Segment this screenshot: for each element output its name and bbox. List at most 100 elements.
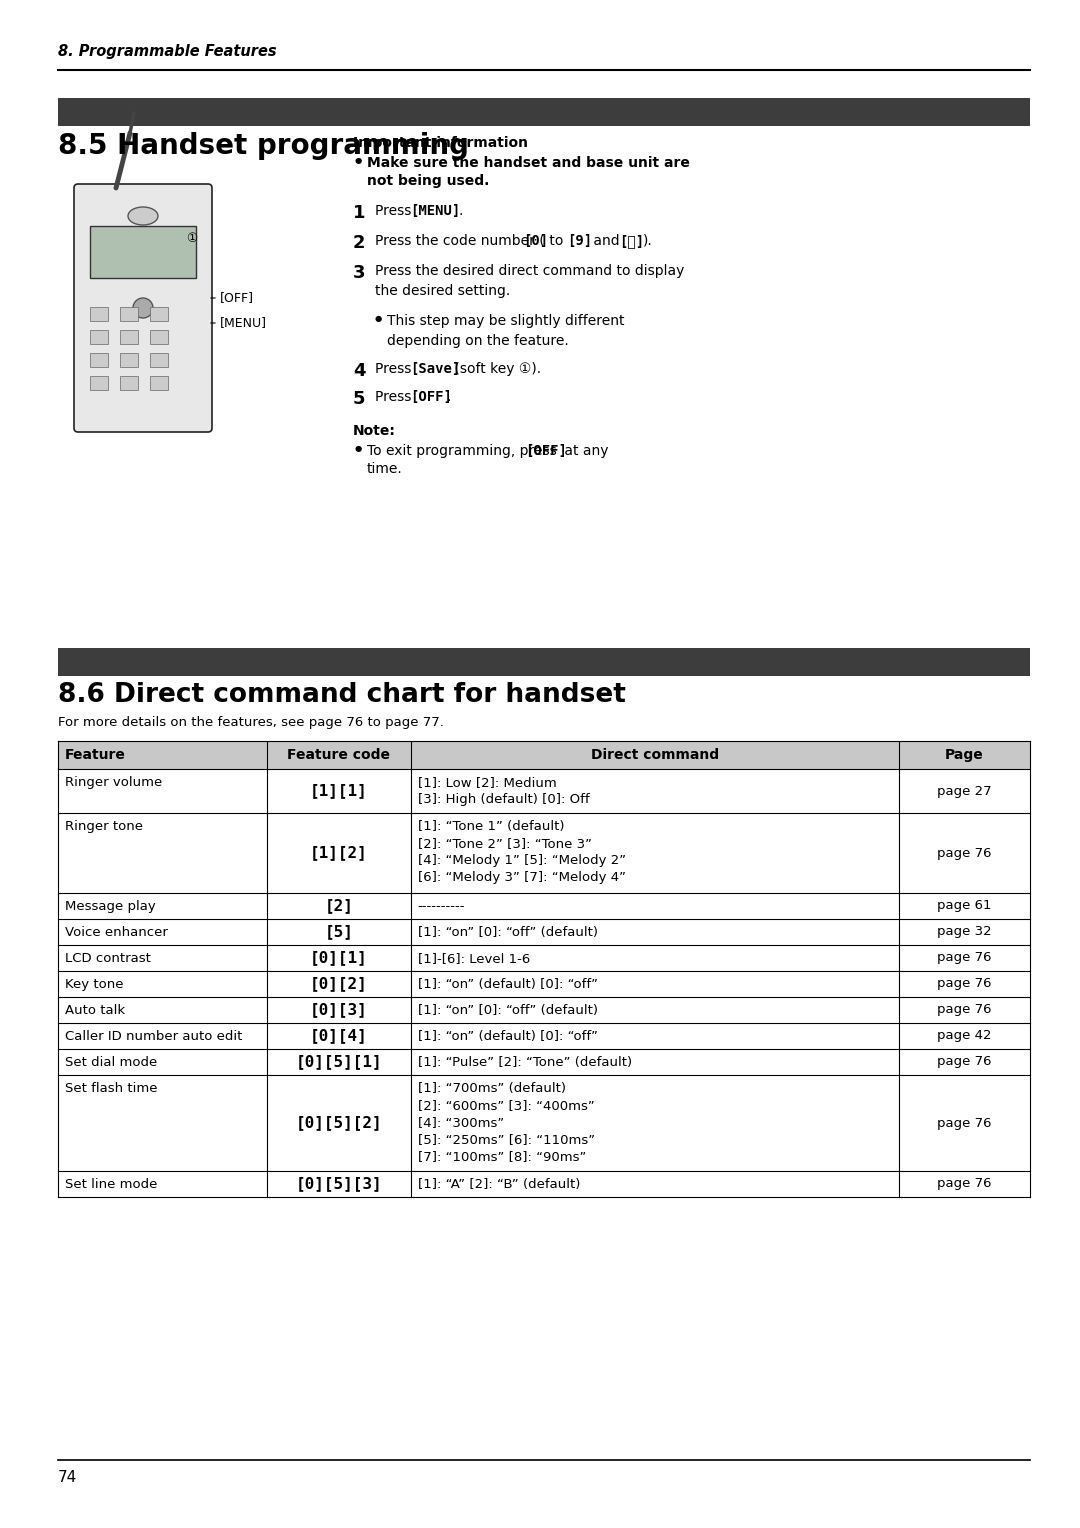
Text: [1]: “Pulse” [2]: “Tone” (default): [1]: “Pulse” [2]: “Tone” (default) [418, 1056, 632, 1070]
Text: page 76: page 76 [937, 978, 991, 990]
Text: ●: ● [375, 313, 382, 322]
Text: page 76: page 76 [937, 1056, 991, 1068]
Text: [OFF]: [OFF] [220, 292, 254, 304]
Text: .: . [447, 390, 451, 403]
Text: Set line mode: Set line mode [65, 1178, 158, 1190]
Text: Auto talk: Auto talk [65, 1004, 125, 1018]
Text: Key tone: Key tone [65, 978, 123, 992]
Bar [120, 307, 138, 321]
Bar [90, 353, 108, 367]
Bar [150, 376, 168, 390]
Text: Press: Press [375, 205, 416, 219]
Text: [MENU]: [MENU] [220, 316, 267, 330]
Text: page 76: page 76 [937, 847, 991, 859]
Text: Press: Press [375, 362, 416, 376]
FancyBboxPatch shape [75, 183, 212, 432]
Text: Caller ID number auto edit: Caller ID number auto edit [65, 1030, 242, 1044]
Bar [150, 330, 168, 344]
Bar [58, 648, 1030, 675]
Bar [120, 353, 138, 367]
Text: [OFF]: [OFF] [410, 390, 451, 403]
Text: [1]: Low [2]: Medium
[3]: High (default) [0]: Off: [1]: Low [2]: Medium [3]: High (default)… [418, 776, 590, 805]
Text: [2]: [2] [324, 898, 353, 914]
Text: Important information: Important information [353, 136, 528, 150]
Text: [0][5][2]: [0][5][2] [296, 1115, 382, 1131]
Text: [Save]: [Save] [410, 362, 460, 376]
Bar [58, 98, 1030, 125]
Bar [90, 376, 108, 390]
Text: 4: 4 [353, 362, 365, 380]
Text: Note:: Note: [353, 423, 396, 439]
Text: [0][5][3]: [0][5][3] [296, 1177, 382, 1192]
Text: [OFF]: [OFF] [525, 445, 567, 458]
Text: page 76: page 76 [937, 1178, 991, 1190]
Text: Feature: Feature [65, 749, 126, 762]
Text: 5: 5 [353, 390, 365, 408]
Circle shape [133, 298, 153, 318]
Text: 3: 3 [353, 264, 365, 283]
Text: page 61: page 61 [937, 900, 991, 912]
Text: .: . [458, 205, 462, 219]
Text: [0][5][1]: [0][5][1] [296, 1054, 382, 1070]
Text: Make sure the handset and base unit are: Make sure the handset and base unit are [367, 156, 690, 170]
Text: Set flash time: Set flash time [65, 1082, 158, 1096]
Text: Press: Press [375, 390, 416, 403]
Text: 1: 1 [353, 205, 365, 222]
Text: (soft key ①).: (soft key ①). [450, 362, 541, 376]
Text: [⌗]: [⌗] [619, 234, 644, 248]
Text: Page: Page [945, 749, 984, 762]
Text: [0][4]: [0][4] [310, 1028, 368, 1044]
Bar [90, 307, 108, 321]
Text: For more details on the features, see page 76 to page 77.: For more details on the features, see pa… [58, 717, 444, 729]
Text: to: to [545, 234, 568, 248]
Text: Message play: Message play [65, 900, 156, 914]
Bar [150, 353, 168, 367]
Text: [0]: [0] [523, 234, 549, 248]
Text: [1][1]: [1][1] [310, 784, 368, 799]
Text: page 76: page 76 [937, 1117, 991, 1129]
Text: ).: ). [643, 234, 652, 248]
Text: 8. Programmable Features: 8. Programmable Features [58, 44, 276, 60]
Text: ●: ● [355, 156, 362, 165]
Bar [120, 376, 138, 390]
Text: Ringer tone: Ringer tone [65, 821, 143, 833]
Text: [1]: “on” [0]: “off” (default): [1]: “on” [0]: “off” (default) [418, 926, 598, 940]
Text: and: and [589, 234, 624, 248]
Text: [1][2]: [1][2] [310, 845, 368, 860]
Text: page 32: page 32 [937, 926, 991, 938]
Text: ①: ① [186, 232, 198, 244]
Text: time.: time. [367, 461, 403, 477]
Bar [120, 330, 138, 344]
Text: LCD contrast: LCD contrast [65, 952, 151, 966]
Ellipse shape [129, 206, 158, 225]
Bar [90, 330, 108, 344]
Text: [1]: “on” (default) [0]: “off”: [1]: “on” (default) [0]: “off” [418, 978, 598, 992]
Text: [1]-[6]: Level 1-6: [1]-[6]: Level 1-6 [418, 952, 530, 966]
Text: Set dial mode: Set dial mode [65, 1056, 158, 1070]
Text: page 27: page 27 [937, 784, 991, 798]
Text: Press the code number (: Press the code number ( [375, 234, 544, 248]
Text: Voice enhancer: Voice enhancer [65, 926, 167, 940]
Text: [MENU]: [MENU] [410, 205, 460, 219]
Text: [1]: “700ms” (default)
[2]: “600ms” [3]: “400ms”
[4]: “300ms”
[5]: “250ms” [6]: : [1]: “700ms” (default) [2]: “600ms” [3]:… [418, 1082, 595, 1163]
Text: 74: 74 [58, 1470, 78, 1485]
Bar [90, 226, 195, 278]
Text: [1]: “on” [0]: “off” (default): [1]: “on” [0]: “off” (default) [418, 1004, 598, 1018]
Text: page 76: page 76 [937, 952, 991, 964]
Text: ●: ● [355, 445, 362, 452]
Text: page 76: page 76 [937, 1004, 991, 1016]
Text: at any: at any [561, 445, 608, 458]
Text: [1]: “on” (default) [0]: “off”: [1]: “on” (default) [0]: “off” [418, 1030, 598, 1044]
Text: not being used.: not being used. [367, 174, 489, 188]
Text: Ringer volume: Ringer volume [65, 776, 162, 788]
Text: [0][2]: [0][2] [310, 976, 368, 992]
Text: ----------: ---------- [418, 900, 465, 914]
Text: page 42: page 42 [937, 1030, 991, 1042]
Text: 8.5 Handset programming: 8.5 Handset programming [58, 131, 469, 160]
Text: [0][1]: [0][1] [310, 950, 368, 966]
Text: Press the desired direct command to display
the desired setting.: Press the desired direct command to disp… [375, 264, 685, 298]
Text: 2: 2 [353, 234, 365, 252]
Text: This step may be slightly different
depending on the feature.: This step may be slightly different depe… [387, 313, 624, 347]
Text: Direct command: Direct command [591, 749, 719, 762]
Text: Feature code: Feature code [287, 749, 390, 762]
